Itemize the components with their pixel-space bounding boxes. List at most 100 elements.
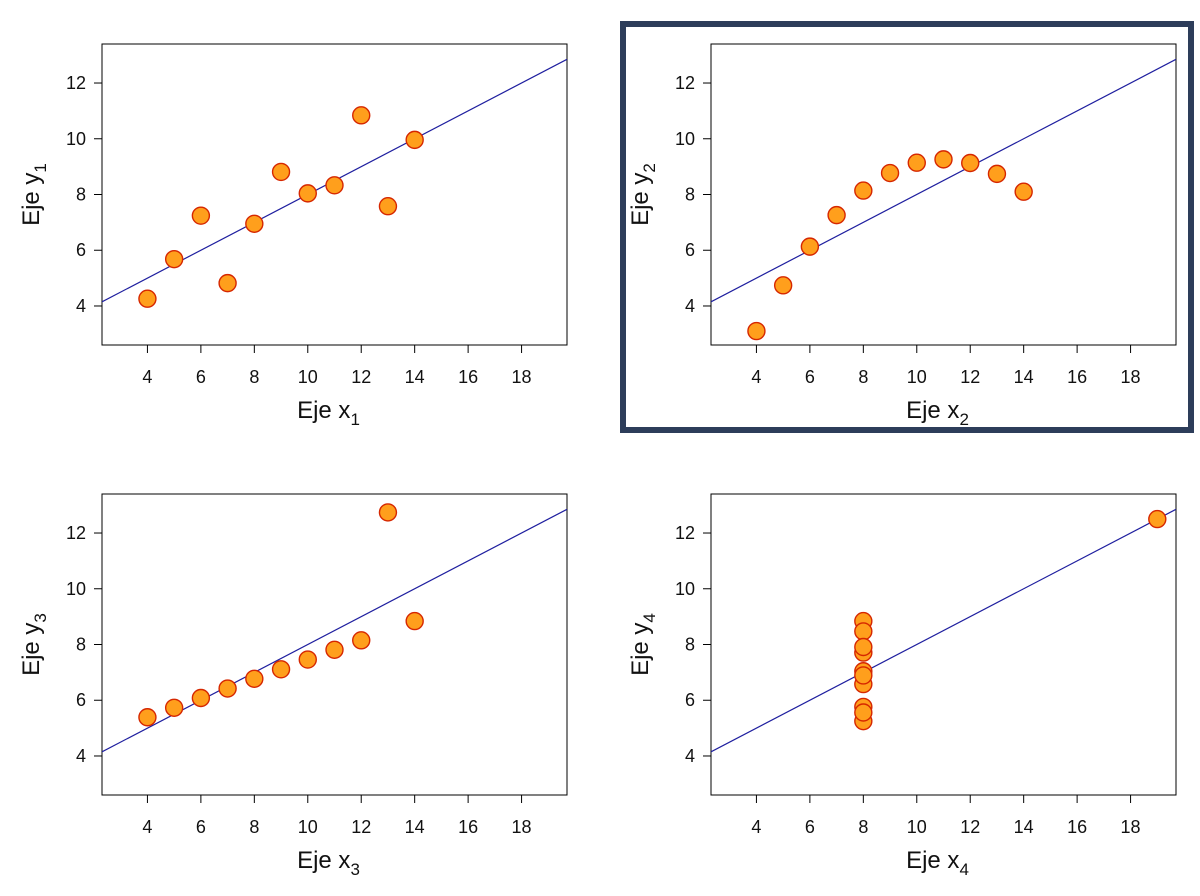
data-point	[854, 703, 873, 722]
x-tick-label: 4	[751, 367, 761, 387]
x-tick-label: 18	[1121, 367, 1141, 387]
data-point	[827, 205, 846, 225]
x-tick-label: 6	[805, 817, 815, 837]
y-tick-label: 8	[76, 185, 86, 205]
x-tick-label: 8	[858, 817, 868, 837]
y-tick-label: 6	[76, 690, 86, 710]
plot-area	[710, 43, 1177, 346]
y-axis-label-text: Eje y	[627, 623, 654, 676]
y-axis-label-text: Eje y	[18, 623, 45, 676]
y-axis-label-subscript: 2	[640, 163, 659, 172]
x-axis-label-subscript: 1	[350, 410, 359, 429]
data-point	[880, 163, 900, 183]
data-point	[218, 273, 237, 293]
y-tick-label: 8	[685, 185, 695, 205]
x-tick-label: 16	[1067, 367, 1087, 387]
x-axis-label-subscript: 3	[350, 860, 359, 879]
x-axis-label-subscript: 4	[959, 860, 968, 879]
y-tick-label: 12	[675, 73, 695, 93]
x-tick-label: 12	[351, 367, 371, 387]
data-point	[1014, 182, 1033, 201]
data-point	[218, 679, 237, 698]
data-point	[854, 622, 873, 641]
x-tick-label: 4	[142, 367, 152, 387]
y-axis-label-subscript: 3	[31, 613, 50, 622]
y-tick-label: 8	[76, 635, 86, 655]
y-tick-label: 10	[675, 579, 695, 599]
y-axis-label-subscript: 1	[31, 163, 50, 172]
y-axis-label: Eje y4	[627, 613, 659, 676]
data-point	[164, 698, 184, 717]
y-tick-label: 4	[76, 296, 86, 316]
data-point	[747, 321, 766, 341]
data-point	[352, 106, 371, 125]
x-axis-label-text: Eje x	[906, 397, 959, 424]
y-tick-label: 10	[66, 579, 86, 599]
y-tick-label: 4	[685, 296, 695, 316]
data-point	[352, 631, 371, 650]
x-tick-label: 4	[142, 817, 152, 837]
x-tick-label: 10	[907, 367, 927, 387]
data-point	[854, 666, 873, 685]
regression-line	[711, 508, 1176, 753]
data-point	[378, 197, 398, 216]
x-tick-label: 14	[1014, 367, 1034, 387]
data-point	[773, 276, 793, 295]
x-tick-label: 10	[298, 817, 318, 837]
data-point	[325, 640, 344, 659]
data-point	[800, 237, 820, 256]
x-tick-label: 18	[512, 367, 532, 387]
y-tick-label: 12	[66, 73, 86, 93]
x-axis-label: Eje x2	[906, 397, 969, 429]
data-point	[298, 184, 317, 203]
y-tick-label: 4	[685, 746, 695, 766]
x-tick-label: 8	[249, 367, 259, 387]
x-tick-label: 18	[1121, 817, 1141, 837]
data-point	[298, 650, 317, 669]
y-axis-label: Eje y1	[18, 163, 50, 226]
y-tick-label: 6	[685, 690, 695, 710]
y-tick-label: 12	[66, 523, 86, 543]
x-axis-label-text: Eje x	[297, 397, 350, 424]
y-tick-label: 4	[76, 746, 86, 766]
data-point	[1148, 509, 1167, 529]
x-tick-label: 14	[405, 817, 425, 837]
x-tick-label: 16	[458, 367, 478, 387]
plot-area	[710, 493, 1177, 796]
data-point	[271, 660, 291, 679]
y-axis-label-subscript: 4	[640, 613, 659, 622]
x-axis-label-text: Eje x	[297, 847, 350, 874]
highlight-frame	[620, 21, 1194, 433]
data-point	[378, 503, 398, 522]
y-axis-label: Eje y2	[627, 163, 659, 226]
data-point	[405, 611, 424, 631]
y-axis-label-text: Eje y	[627, 173, 654, 226]
y-axis-label: Eje y3	[18, 613, 50, 676]
data-point	[854, 637, 873, 657]
x-tick-label: 12	[960, 367, 980, 387]
data-point	[854, 181, 873, 200]
regression-line	[711, 58, 1176, 303]
data-point	[164, 249, 184, 269]
x-tick-label: 16	[458, 817, 478, 837]
x-tick-label: 6	[805, 367, 815, 387]
y-tick-label: 8	[685, 635, 695, 655]
data-point	[245, 214, 264, 233]
x-tick-label: 6	[196, 367, 206, 387]
data-point	[191, 206, 211, 225]
x-tick-label: 10	[907, 817, 927, 837]
data-point	[138, 289, 157, 308]
y-tick-label: 12	[675, 523, 695, 543]
data-point	[245, 669, 264, 688]
x-tick-label: 18	[512, 817, 532, 837]
x-tick-label: 10	[298, 367, 318, 387]
y-tick-label: 10	[66, 129, 86, 149]
x-tick-label: 12	[960, 817, 980, 837]
data-point	[138, 708, 157, 727]
data-point	[405, 130, 424, 150]
data-point	[987, 164, 1007, 184]
x-tick-label: 4	[751, 817, 761, 837]
x-tick-label: 8	[249, 817, 259, 837]
